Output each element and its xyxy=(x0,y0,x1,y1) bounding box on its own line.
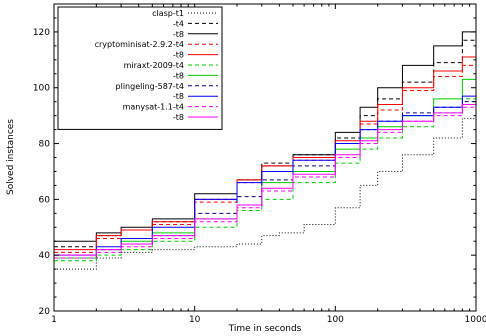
legend-label-9: manysat-1.1-t4 xyxy=(123,103,184,112)
legend-label-5: miraxt-2009-t4 xyxy=(124,61,184,70)
legend-label-2: -t8 xyxy=(173,30,184,39)
legend-label-4: -t8 xyxy=(173,51,184,60)
legend-label-7: plingeling-587-t4 xyxy=(116,82,184,91)
y-tick-label-1: 40 xyxy=(39,251,51,261)
legend-label-10: -t8 xyxy=(173,113,184,122)
x-axis-label: Time in seconds xyxy=(228,324,302,334)
series-layer xyxy=(54,26,477,270)
series-line-10 xyxy=(54,96,477,256)
series-line-2 xyxy=(54,26,477,242)
x-tick-label-2: 100 xyxy=(327,315,344,325)
y-tick-label-2: 60 xyxy=(39,195,51,205)
x-tick-label-1: 10 xyxy=(189,315,201,325)
x-tick-label-3: 1000 xyxy=(465,315,486,325)
series-line-4 xyxy=(54,48,477,251)
y-tick-label-4: 100 xyxy=(33,84,50,94)
y-tick-label-5: 120 xyxy=(33,28,50,38)
legend-label-0: clasp-t1 xyxy=(152,9,184,18)
legend: clasp-t1-t4-t8cryptominisat-2.9.2-t4-t8m… xyxy=(57,6,223,130)
y-axis-label: Solved instances xyxy=(6,119,16,195)
x-tick-label-0: 1 xyxy=(51,315,57,325)
legend-label-8: -t8 xyxy=(173,92,184,101)
legend-label-3: cryptominisat-2.9.2-t4 xyxy=(95,40,184,49)
y-tick-label-0: 20 xyxy=(39,307,51,317)
legend-label-1: -t4 xyxy=(173,19,184,28)
y-tick-label-3: 80 xyxy=(39,140,51,150)
legend-box xyxy=(57,6,223,130)
legend-label-6: -t8 xyxy=(173,71,184,80)
